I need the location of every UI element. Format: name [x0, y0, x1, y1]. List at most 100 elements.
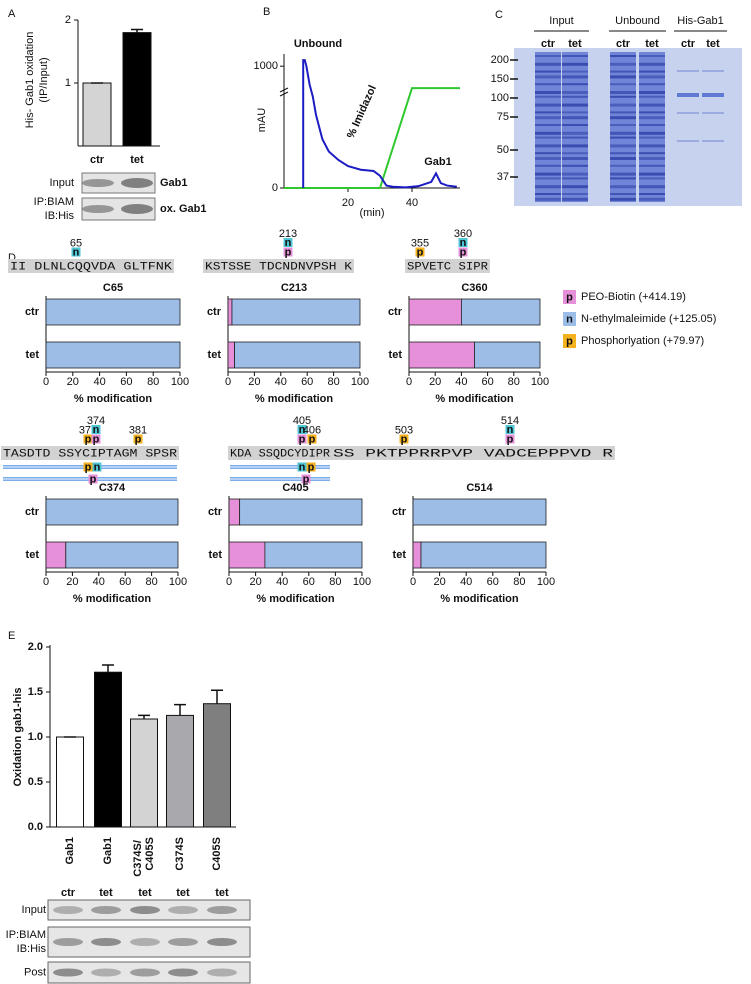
mod-letter: n — [299, 461, 306, 473]
blot-band — [207, 906, 237, 914]
gel-band — [562, 91, 588, 94]
bar — [130, 718, 158, 828]
gel-band — [639, 55, 665, 57]
gel-band — [639, 157, 665, 160]
category-label: tet — [130, 154, 144, 166]
mod-letter: n — [285, 237, 292, 249]
x-tick-label: 40 — [406, 197, 418, 209]
category-label: ctr — [207, 306, 222, 318]
y-axis-label: mAU — [256, 108, 268, 133]
bar-segment — [460, 298, 541, 326]
gel-band — [562, 62, 588, 66]
bar-segment — [228, 498, 241, 526]
bar — [94, 671, 122, 828]
peptide-highlight — [203, 259, 354, 273]
gel-band — [677, 93, 699, 97]
mod-box — [297, 462, 307, 472]
blot-band — [168, 906, 198, 914]
blot-band — [130, 968, 160, 977]
gel-band — [639, 91, 665, 94]
category-label: Gab1 — [64, 837, 76, 865]
blot-band — [207, 938, 237, 946]
category-label: tet — [393, 549, 407, 561]
mod-box — [83, 462, 93, 472]
gel-band — [639, 103, 665, 107]
mod-letter: p — [303, 473, 310, 485]
gel-band — [610, 111, 636, 114]
blot-band — [168, 938, 198, 946]
gel-band — [639, 144, 665, 148]
gel-band — [535, 144, 561, 148]
blot-band — [91, 968, 121, 977]
error-bar — [211, 689, 223, 704]
gel-band — [562, 70, 588, 73]
legend-label: PEO-Biotin (+414.19) — [581, 291, 686, 303]
mod-box — [283, 247, 293, 257]
gel-band — [610, 75, 636, 79]
gel-band — [639, 83, 665, 86]
x-tick-label: 80 — [329, 576, 341, 588]
x-tick-label: 20 — [66, 576, 78, 588]
x-axis-label: (min) — [359, 207, 384, 219]
gel-band — [639, 116, 665, 120]
peptide-highlight — [405, 259, 490, 273]
lane-label: tet — [706, 38, 720, 50]
gel-band — [562, 172, 588, 176]
gel-band — [702, 140, 724, 142]
mod-box — [306, 462, 316, 472]
gel-band — [562, 177, 588, 180]
gel-band — [562, 193, 588, 195]
category-label-line: C374S/ — [132, 837, 144, 877]
x-tick-label: 0 — [410, 576, 416, 588]
blot-label: ox. Gab1 — [160, 203, 206, 215]
gel-lane — [610, 52, 636, 202]
gel-band — [562, 197, 588, 201]
y-tick-label: 0.0 — [28, 821, 43, 833]
gel-band — [535, 103, 561, 107]
chart-title: C374 — [99, 482, 126, 494]
blot — [47, 961, 251, 984]
gel-band — [610, 185, 636, 189]
x-tick-label: 100 — [353, 576, 371, 588]
mod-box — [307, 434, 317, 444]
mod-letter: n — [73, 246, 80, 258]
chart-title: C360 — [461, 282, 487, 294]
mod-letter: n — [93, 424, 100, 436]
panel-label: A — [8, 8, 16, 20]
category-label: C374S/ C405S — [132, 837, 156, 877]
gel-band — [562, 131, 588, 135]
gel-band — [562, 124, 588, 126]
blot-band — [168, 968, 198, 977]
bar — [122, 32, 152, 147]
x-tick-label: 60 — [119, 576, 131, 588]
mod-letter: p — [285, 246, 292, 258]
gel-band — [639, 62, 665, 66]
gel-band — [562, 185, 588, 189]
x-tick-label: 40 — [460, 576, 472, 588]
x-axis-label: % modification — [255, 393, 334, 405]
gel-band — [562, 157, 588, 160]
lane-label: tet — [176, 887, 190, 899]
lane-label: ctr — [61, 887, 76, 899]
blot-band — [82, 179, 114, 187]
gel-band — [535, 62, 561, 66]
y-axis-label: Oxidation gab1-his — [12, 687, 24, 786]
blot-band — [121, 204, 153, 214]
x-tick-label: 40 — [93, 376, 105, 388]
x-tick-label: 80 — [508, 376, 520, 388]
legend-letter: n — [566, 313, 573, 325]
gel-band — [535, 124, 561, 126]
lane-label: tet — [138, 887, 152, 899]
gel-band — [535, 95, 561, 98]
site-number: 65 — [70, 237, 82, 249]
site-number: 514 — [501, 415, 519, 427]
category-label: ctr — [25, 306, 40, 318]
lane-label: ctr — [616, 38, 631, 50]
gel-band — [702, 112, 724, 114]
gel-band — [639, 172, 665, 176]
mod-box — [458, 238, 468, 247]
y-tick-label: 2 — [65, 14, 71, 26]
blot-label: IP:BIAM — [6, 929, 46, 941]
gel-band — [562, 152, 588, 155]
gel-band — [610, 172, 636, 176]
